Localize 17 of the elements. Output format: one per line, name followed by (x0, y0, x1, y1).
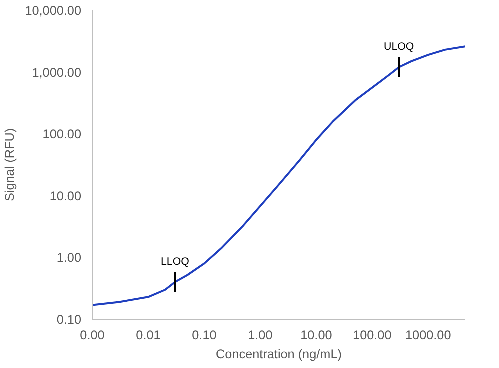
x-tick-label: 0.10 (192, 328, 217, 342)
x-tick-label: 100.00 (353, 328, 392, 342)
y-axis-title: Signal (RFU) (3, 128, 18, 202)
annotation: LLOQ (160, 256, 190, 268)
x-tick-label: 10.00 (300, 328, 332, 342)
x-tick-label: 1000.00 (406, 328, 452, 342)
x-tick-label: 0.01 (136, 328, 161, 342)
y-tick-label: 10.00 (50, 189, 82, 204)
y-tick-label: 10,000.00 (25, 4, 82, 18)
x-tick-label: 0.00 (80, 328, 105, 342)
y-tick-label: 1,000.00 (32, 66, 82, 80)
x-axis-title: Concentration (ng/mL) (216, 348, 342, 362)
x-tick-label: 1.00 (248, 328, 273, 342)
y-tick-label: 1.00 (56, 251, 82, 266)
y-tick-label: 100.00 (42, 128, 82, 142)
annotation: ULOQ (384, 41, 414, 54)
y-tick-label: 0.10 (56, 313, 82, 327)
